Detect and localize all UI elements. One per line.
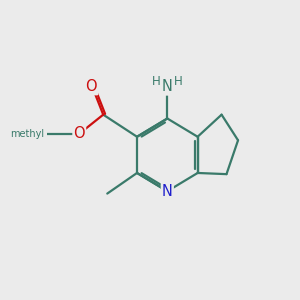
Text: O: O xyxy=(85,79,97,94)
Text: O: O xyxy=(74,126,85,141)
Text: methyl: methyl xyxy=(14,129,46,138)
Text: N: N xyxy=(162,80,173,94)
Text: N: N xyxy=(162,184,173,199)
Text: H: H xyxy=(174,75,183,88)
Text: methyl: methyl xyxy=(10,129,44,139)
Text: H: H xyxy=(152,75,161,88)
